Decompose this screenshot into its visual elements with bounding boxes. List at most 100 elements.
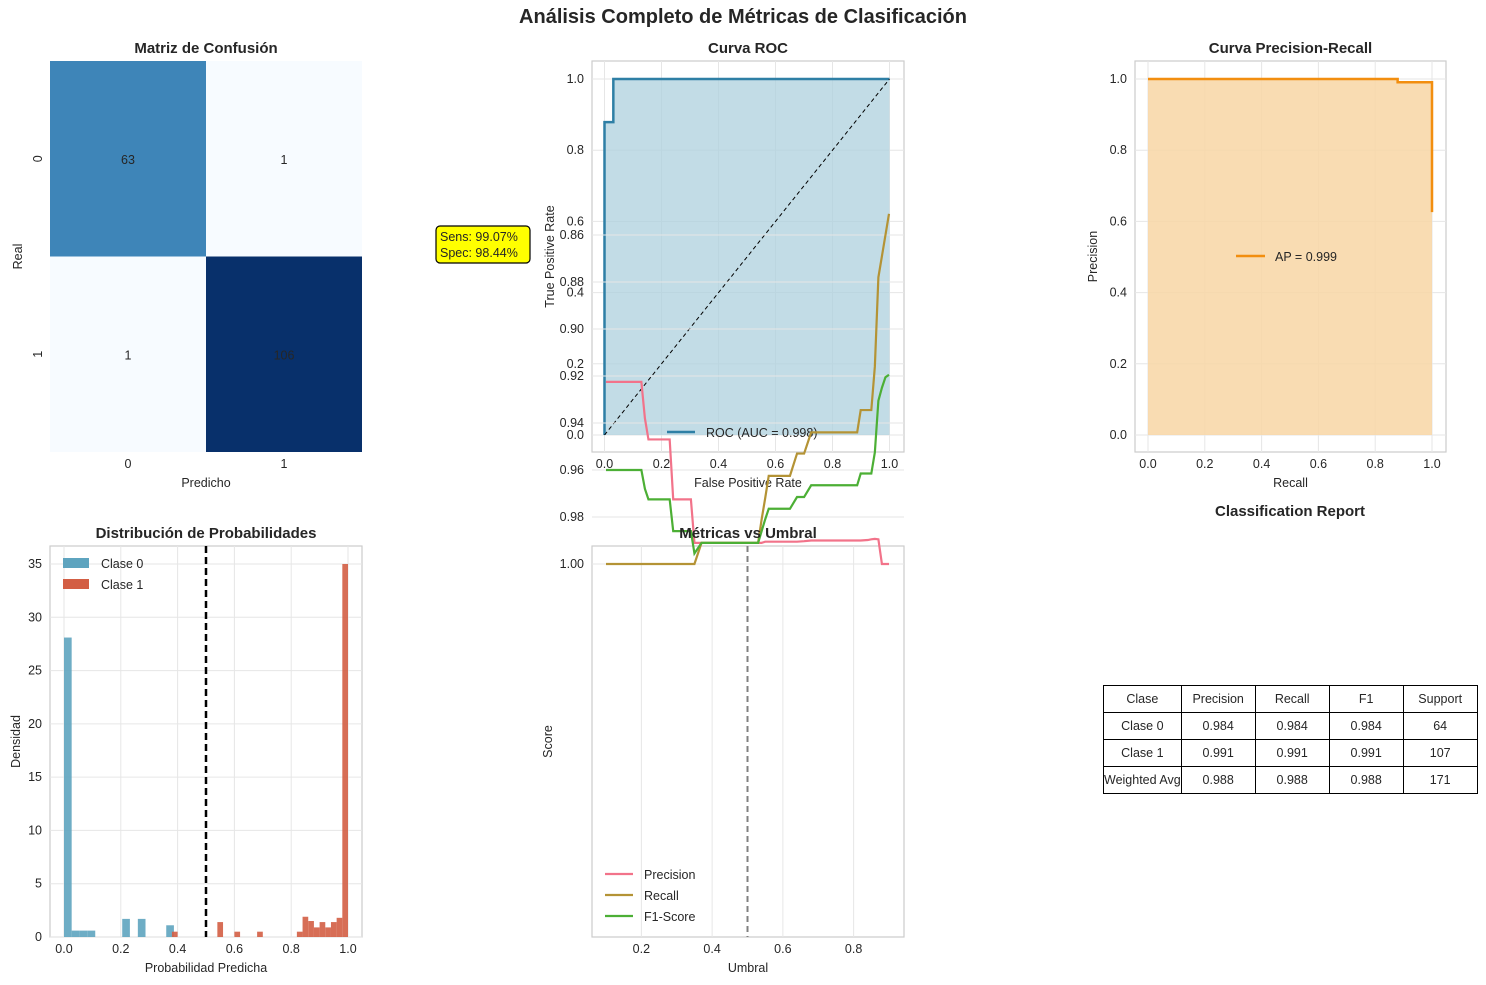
thr-legend-label: F1-Score [644,910,695,924]
hist-bar-clase-1 [325,927,331,937]
thr-y-tick-label: 0.98 [560,510,584,524]
hist-bar-clase-1 [313,927,320,937]
thr-legend-label: Precision [644,868,695,882]
thr-x-axis-label: Umbral [728,961,768,975]
hist-legend-label-0: Clase 0 [101,557,143,571]
roc-x-axis-label: False Positive Rate [694,476,802,490]
cm-cell [50,256,206,452]
cm-cell [206,61,362,257]
report-cell: 0.988 [1328,766,1404,794]
confusion-matrix-panel: 63 1 1 106 0 1 0 1 Matriz de Confusión Predicho Re… [11,40,531,490]
pr-x-tick-label: 0.0 [1139,457,1156,471]
hist-bar-clase-1 [302,916,309,937]
hist-y-tick-label: 35 [28,557,42,571]
roc-curve [603,77,890,435]
cm-x-tick-label: 0 [125,457,132,471]
hist-x-tick-label: 0.0 [55,942,72,956]
hist-bar-clase-1 [296,931,303,937]
hist-y-tick-label: 30 [28,610,42,624]
cm-y-tick-label: 0 [31,155,45,162]
hist-legend-swatch-1 [63,579,89,589]
hist-y-axis-label: Densidad [9,715,23,768]
report-cell: 0.991 [1254,739,1330,767]
report-cell: Weighted Avg [1103,766,1182,794]
roc-title: Curva ROC [708,40,788,57]
report-cell: 0.988 [1254,766,1330,794]
report-cell: 171 [1402,766,1478,794]
pr-y-tick-label: 1.0 [1110,72,1127,86]
roc-x-tick-label: 0.0 [596,457,613,471]
hist-bar-clase-0 [166,925,174,937]
hist-bar-clase-0 [122,918,130,937]
roc-chance-line [604,78,890,436]
pr-title: Curva Precision-Recall [1209,40,1372,57]
hist-y-tick-label: 0 [35,930,42,944]
roc-y-axis-label: True Positive Rate [543,205,557,307]
roc-y-tick-label: 0.4 [567,286,584,300]
cm-x-tick-label: 1 [281,457,288,471]
hist-bar-clase-1 [308,921,314,937]
cm-cell-label: 1 [281,153,288,167]
hist-bar-clase-1 [319,922,326,937]
roc-x-tick-label: 1.0 [881,457,898,471]
pr-y-tick-label: 0.0 [1110,428,1127,442]
pr-x-tick-label: 0.2 [1196,457,1213,471]
cm-cell-label: 1 [125,348,132,362]
pr-x-tick-label: 1.0 [1423,457,1440,471]
cm-y-tick-label: 1 [31,351,45,358]
thr-legend-label: Recall [644,889,679,903]
hist-x-tick-label: 1.0 [339,942,356,956]
thr-y-tick-label: 0.96 [560,463,584,477]
cm-x-axis-label: Predicho [181,476,230,490]
report-cell: 64 [1402,712,1478,740]
report-cell: 0.991 [1328,739,1404,767]
hist-y-tick-label: 5 [35,877,42,891]
thr-precision-line [606,380,889,566]
pr-y-tick-label: 0.6 [1110,214,1127,228]
thr-y-tick-label: 0.86 [560,228,584,242]
cm-cell [206,256,362,452]
pr-legend-label: AP = 0.999 [1275,250,1337,264]
pr-x-axis-label: Recall [1273,476,1308,490]
hist-bar-clase-0 [79,930,88,937]
thr-y-tick-label: 1.00 [560,557,584,571]
hist-title: Distribución de Probabilidades [96,525,317,542]
report-cell: 0.988 [1180,766,1256,794]
pr-x-tick-label: 0.6 [1310,457,1327,471]
pr-x-tick-label: 0.8 [1367,457,1384,471]
thr-title: Métricas vs Umbral [679,525,817,542]
thr-recall-line [606,213,891,566]
report-row-weighted-avg: Weighted Avg 0.988 0.988 0.988 171 [1103,766,1478,794]
hist-x-tick-label: 0.2 [112,942,129,956]
report-header-cell: Clase [1103,685,1182,713]
pr-y-tick-label: 0.2 [1110,357,1127,371]
cm-cell [50,61,206,257]
hist-x-tick-label: 0.8 [283,942,300,956]
report-header-cell: Precision [1180,685,1256,713]
hist-x-tick-label: 0.4 [169,942,186,956]
thr-y-axis-label: Score [541,725,555,758]
figure-title: Análisis Completo de Métricas de Clasifi… [519,6,967,28]
cm-title: Matriz de Confusión [134,40,277,57]
thr-y-tick-label: 0.94 [560,416,584,430]
report-row-clase-1: Clase 1 0.991 0.991 0.991 107 [1103,739,1478,767]
thr-y-tick-label: 0.90 [560,322,584,336]
hist-bar-clase-1 [171,931,178,937]
probability-histogram-panel: 0.0 0.2 0.4 0.6 0.8 1.0 0 5 10 15 20 25 30 35 Distribu… [9,525,363,975]
thr-x-tick-label: 0.8 [845,942,862,956]
hist-y-tick-label: 20 [28,717,42,731]
hist-bar-clase-0 [71,930,80,937]
cm-cell-label: 63 [121,153,135,167]
pr-y-axis-label: Precision [1086,231,1100,282]
hist-bar-clase-1 [342,564,348,937]
roc-x-tick-label: 0.8 [824,457,841,471]
threshold-metrics-panel: 0.2 0.4 0.6 0.8 0.86 0.88 0.90 0.92 0.94 0.96 0.98… [541,213,905,975]
hist-y-tick-label: 15 [28,770,42,784]
report-cell: 0.984 [1328,712,1404,740]
thr-f1-line [606,373,890,557]
roc-y-tick-label: 0.0 [567,428,584,442]
hist-bar-clase-1 [234,931,241,937]
roc-x-tick-label: 0.6 [767,457,784,471]
roc-panel: 0.0 0.2 0.4 0.6 0.8 1.0 0.0 0.2 0.4 0.6 0.8 1.0 Curv… [543,40,905,490]
